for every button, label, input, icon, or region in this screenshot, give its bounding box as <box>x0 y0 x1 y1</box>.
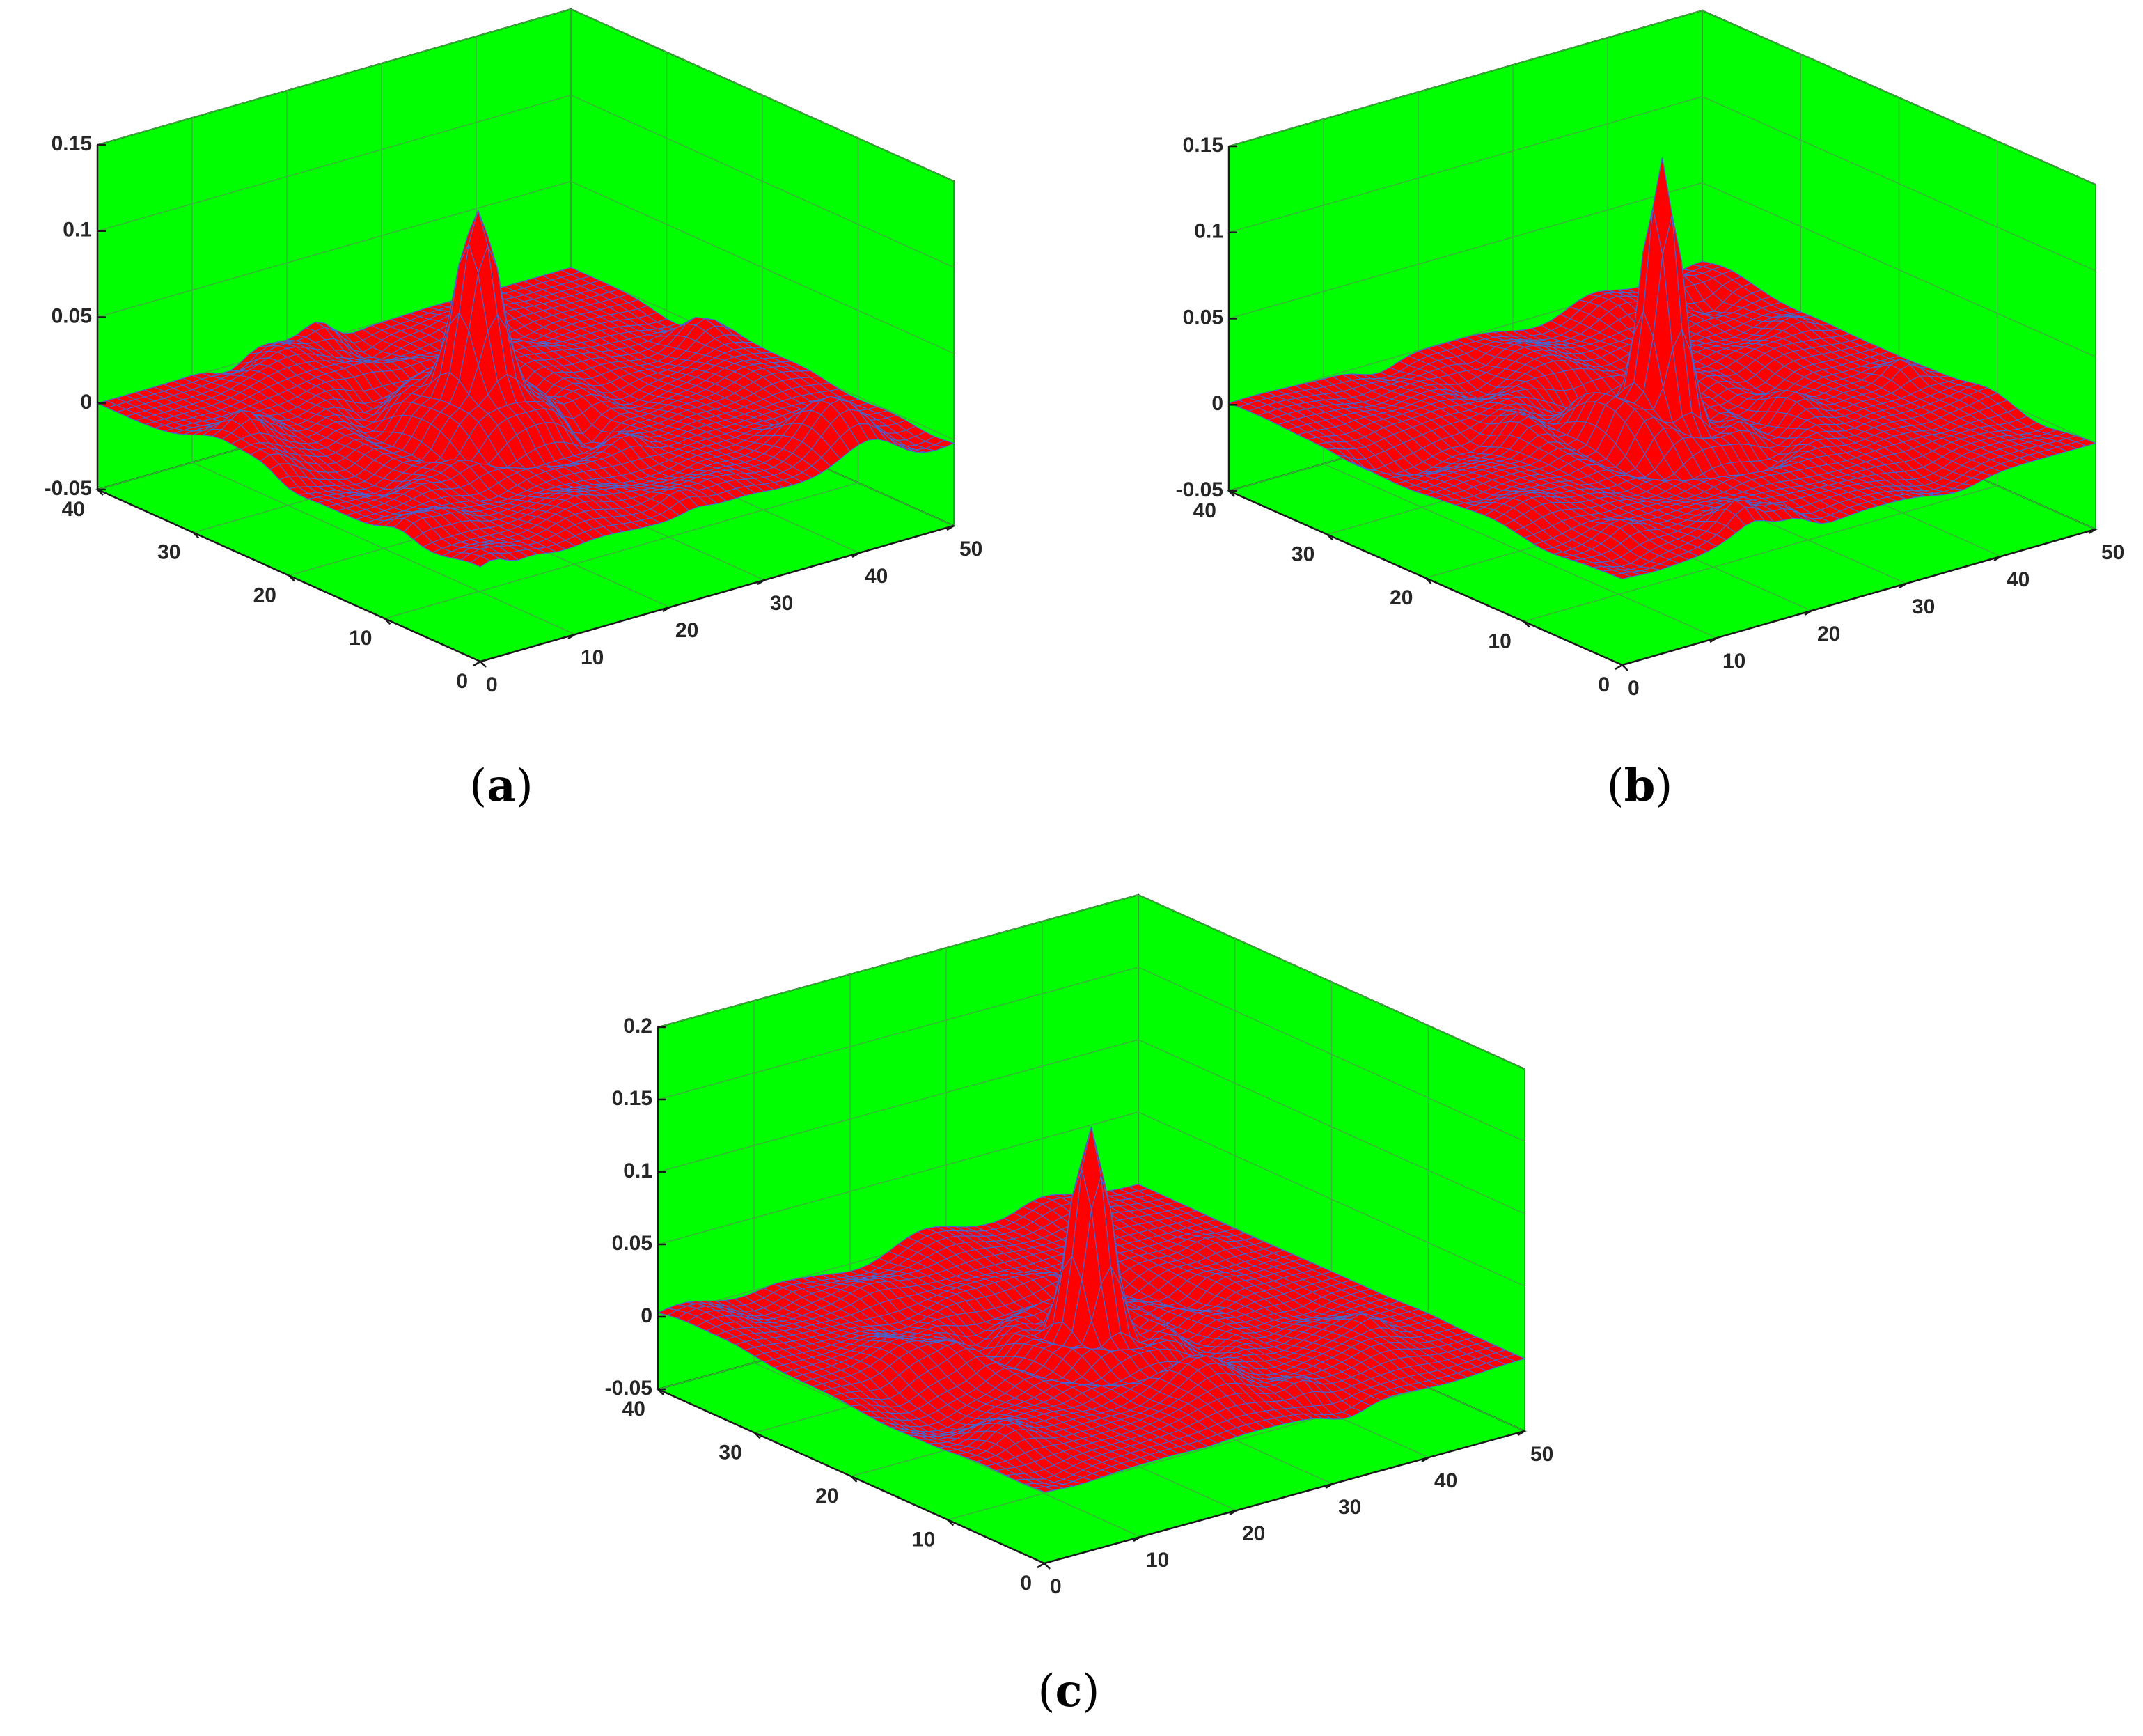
z-tick-label: 0.15 <box>52 132 92 155</box>
x-tick-label: 20 <box>675 619 698 642</box>
gridline-wall-z <box>570 8 955 182</box>
panel-caption-a: (a) <box>469 760 533 812</box>
x-tick-mark <box>1615 664 1623 671</box>
z-tick-label: 0.15 <box>1183 134 1223 157</box>
x-tick-label: 0 <box>486 673 498 696</box>
z-tick-label: 0.1 <box>1194 220 1223 243</box>
z-tick-label: 0.05 <box>1183 306 1223 329</box>
z-tick-label: 0.05 <box>52 304 92 327</box>
y-tick-mark <box>1622 664 1628 671</box>
y-tick-label: 0 <box>456 670 468 693</box>
x-tick-label: 30 <box>770 592 793 615</box>
y-tick-label: 10 <box>1488 630 1511 652</box>
y-tick-label: 10 <box>349 627 372 650</box>
z-tick-label: 0 <box>1211 392 1223 415</box>
gridline-floor-y <box>384 482 858 619</box>
z-tick-label: -0.05 <box>45 477 92 500</box>
z-tick-label: 0 <box>80 391 92 414</box>
x-tick-label: 40 <box>865 565 888 588</box>
x-tick-label: 30 <box>1912 595 1935 618</box>
y-tick-label: 30 <box>157 541 180 564</box>
surface-plot-c: 01020304050010203040-0.0500.050.10.150.2… <box>605 893 1553 1717</box>
y-tick-label: 20 <box>1390 586 1413 609</box>
x-tick-label: 0 <box>1628 677 1640 700</box>
gridline-wall-z <box>97 8 572 146</box>
y-tick-label: 20 <box>253 584 276 607</box>
y-tick-label: 40 <box>1193 499 1216 522</box>
gridline-wall-z <box>570 180 955 354</box>
panel-caption-b: (b) <box>1607 760 1673 812</box>
x-tick-label: 20 <box>1817 623 1840 646</box>
y-tick-mark <box>480 661 487 668</box>
z-tick-label: 0.1 <box>63 219 92 242</box>
y-tick-label: 40 <box>62 498 85 521</box>
y-tick-label: 0 <box>1598 673 1610 696</box>
surface-mesh <box>97 210 955 568</box>
z-tick-label: -0.05 <box>1176 478 1223 501</box>
x-tick-label: 50 <box>959 538 982 561</box>
x-tick-label: 10 <box>1722 650 1745 673</box>
x-tick-mark <box>473 660 481 667</box>
x-tick-label: 10 <box>581 646 604 669</box>
x-tick-label: 40 <box>2007 568 2030 591</box>
x-tick-label: 50 <box>2101 541 2124 564</box>
gridline-wall-z <box>97 180 572 318</box>
y-tick-label: 30 <box>1292 542 1314 565</box>
gridline-wall-z <box>97 95 572 232</box>
gridline-wall-z <box>570 95 955 268</box>
